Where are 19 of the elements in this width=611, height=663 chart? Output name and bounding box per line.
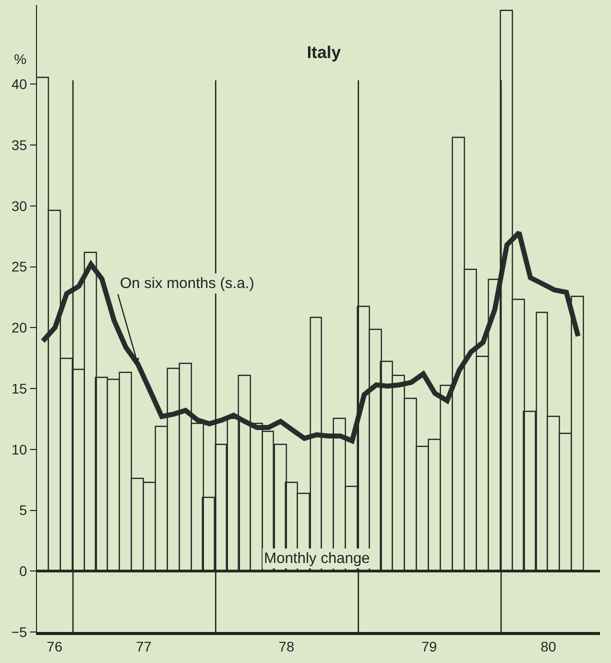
- x-tick-label: 80: [540, 638, 556, 655]
- y-tick-label: 0: [19, 563, 28, 580]
- text: Italy: [306, 42, 342, 62]
- y-tick-label: 20: [11, 320, 28, 336]
- y-tick-label: −5: [11, 624, 28, 640]
- x-tick-label: 76: [46, 638, 63, 655]
- series-label: On six months (s.a.): [120, 275, 254, 292]
- y-tick-label: 25: [11, 258, 28, 275]
- y-tick-label: 30: [11, 198, 28, 214]
- y-tick-label: 35: [11, 136, 28, 153]
- y-tick-label: 40: [11, 76, 28, 92]
- y-tick-label: 10: [11, 441, 28, 458]
- y-tick-label: 15: [11, 380, 28, 396]
- series-label: Monthly change: [264, 550, 370, 567]
- x-tick-label: 78: [278, 638, 294, 655]
- y-tick-label: 5: [19, 502, 28, 518]
- x-tick-label: 77: [136, 638, 152, 655]
- x-tick-label: 79: [421, 638, 438, 655]
- y-axis-title: %: [14, 51, 26, 67]
